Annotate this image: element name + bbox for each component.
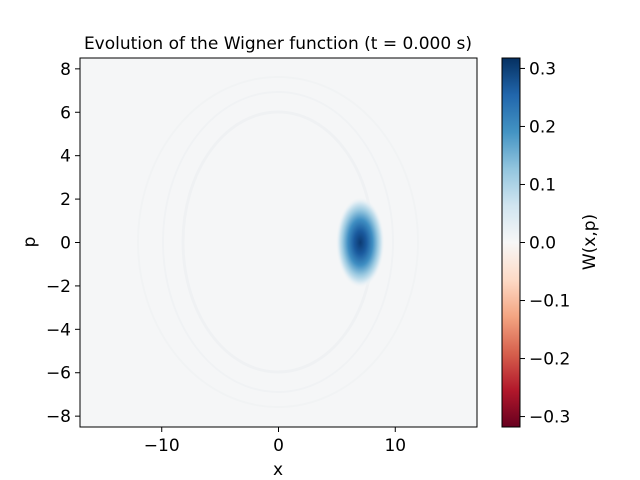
y-tick-label: −4	[46, 320, 71, 340]
heatmap-plot-area	[79, 57, 478, 428]
colorbar-tick-label: 0.1	[529, 175, 556, 195]
colorbar-tick-label: −0.3	[529, 408, 570, 428]
y-axis-label: p	[20, 237, 40, 248]
y-tick-label: 0	[60, 234, 71, 254]
colorbar-label: W(x,p)	[580, 214, 600, 270]
y-tick-label: −2	[46, 277, 71, 297]
y-axis-ticks: 8 6 4 2 0 −2 −4 −6 −8	[46, 60, 80, 427]
x-tick-label: −10	[144, 436, 180, 456]
colorbar-ticks: 0.3 0.2 0.1 0.0 −0.1 −0.2 −0.3	[520, 59, 570, 428]
chart-title: Evolution of the Wigner function (t = 0.…	[84, 34, 472, 54]
wigner-peak	[335, 196, 385, 289]
x-axis-label: x	[273, 460, 283, 480]
y-tick-label: 8	[60, 60, 71, 80]
colorbar: 0.3 0.2 0.1 0.0 −0.1 −0.2 −0.3 W(x,p)	[501, 57, 600, 428]
colorbar-tick-label: 0.2	[529, 117, 556, 137]
colorbar-tick-label: −0.2	[529, 350, 570, 370]
x-axis-ticks: −10 0 10	[144, 427, 406, 456]
colorbar-gradient	[501, 57, 521, 428]
y-tick-label: 2	[60, 190, 71, 210]
y-tick-label: −8	[46, 407, 71, 427]
heatmap-background	[80, 58, 477, 427]
x-tick-label: 0	[273, 436, 284, 456]
y-tick-label: −6	[46, 364, 71, 384]
x-tick-label: 10	[384, 436, 406, 456]
colorbar-tick-label: 0.0	[529, 234, 556, 254]
colorbar-tick-label: 0.3	[529, 59, 556, 79]
colorbar-tick-label: −0.1	[529, 292, 570, 312]
y-tick-label: 4	[60, 147, 71, 167]
interference-rings	[137, 76, 419, 408]
y-tick-label: 6	[60, 103, 71, 123]
